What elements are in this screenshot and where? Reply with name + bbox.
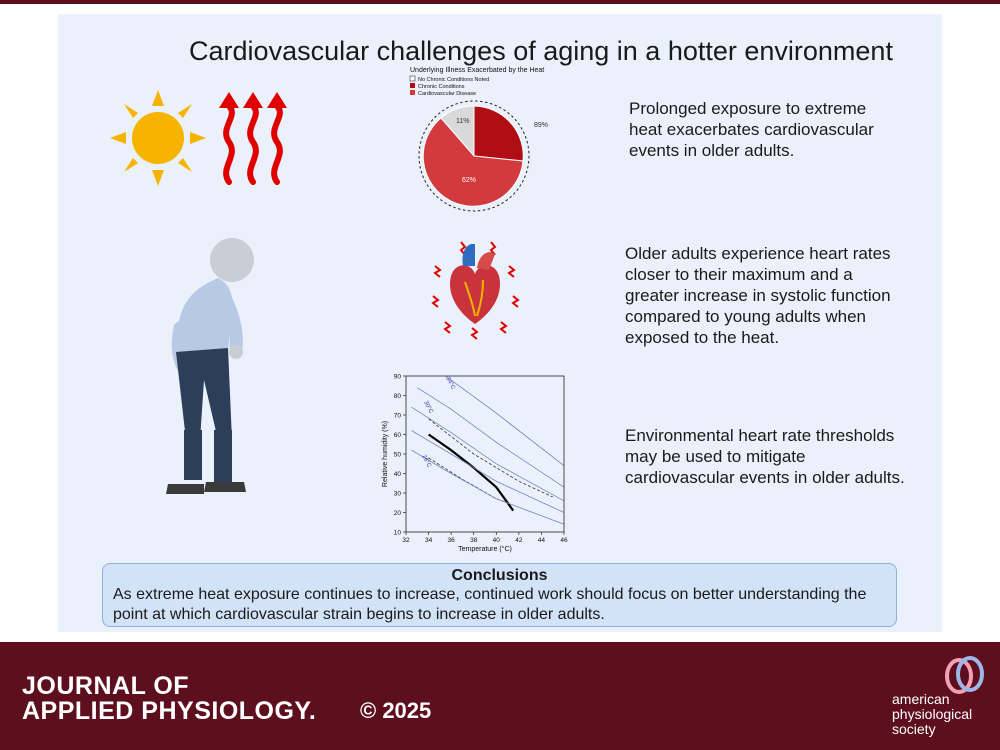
statement-heart-rate: Older adults experience heart rates clos… <box>625 244 891 347</box>
x-tick-label: 34 <box>425 537 433 544</box>
abstract-title: Cardiovascular challenges of aging in a … <box>189 36 893 66</box>
x-tick-label: 44 <box>538 537 546 544</box>
y-tick-label: 50 <box>394 451 402 458</box>
chart-series-isotherm-3 <box>411 449 565 525</box>
y-tick-label: 70 <box>394 412 402 419</box>
x-tick-label: 38 <box>470 537 478 544</box>
chart-series-isotherm-6 <box>417 387 565 488</box>
pie-slice-chronic <box>473 105 524 162</box>
isotherm-label-26: 26°C <box>420 454 432 469</box>
pie-label-chronic: 89% <box>534 122 548 129</box>
heart-rate-threshold-chart: 32 34 36 38 40 42 44 46 10 20 30 40 50 60 70 80 90 Tempe… <box>382 373 568 553</box>
conclusions-body: As extreme heat exposure continues to in… <box>113 586 867 623</box>
chart-series-isotherm-5 <box>411 406 565 502</box>
pie-label-no-chronic: 11% <box>456 118 470 125</box>
y-tick-label: 60 <box>394 432 402 439</box>
legend-label-cvd: Cardiovascular Disease <box>418 91 476 97</box>
heat-waves-icon <box>219 92 287 185</box>
legend-swatch-cvd <box>410 90 415 95</box>
society-line1: american <box>892 691 950 707</box>
copyright: © 2025 <box>360 698 432 723</box>
y-tick-label: 30 <box>394 490 402 497</box>
heart-illustration <box>431 241 520 340</box>
x-axis-label: Temperature (°C) <box>458 545 512 553</box>
footer-bar: JOURNAL OF APPLIED PHYSIOLOGY. © 2025 am… <box>0 642 1000 750</box>
journal-name-line1: JOURNAL OF <box>22 672 190 700</box>
x-tick-label: 32 <box>402 537 410 544</box>
y-tick-label: 40 <box>394 471 402 478</box>
conclusions-heading: Conclusions <box>451 567 548 584</box>
plot-frame <box>405 375 565 533</box>
pie-dashed-ring <box>418 100 530 212</box>
x-tick-label: 42 <box>515 537 523 544</box>
pie-label-cvd: 62% <box>462 177 476 184</box>
y-tick-label: 20 <box>394 510 402 517</box>
y-tick-label: 10 <box>394 529 402 536</box>
sun-icon <box>110 90 206 186</box>
y-axis-label: Relative humidity (%) <box>382 421 389 487</box>
x-tick-label: 36 <box>448 537 456 544</box>
society-name: american physiological society <box>892 692 972 737</box>
isotherm-label-34: 34°C <box>444 376 456 391</box>
older-adult-illustration <box>166 238 254 494</box>
y-tick-label: 80 <box>394 393 402 400</box>
journal-name-line2: APPLIED PHYSIOLOGY. <box>22 697 317 725</box>
legend-swatch-no-chronic <box>409 75 416 82</box>
legend-swatch-chronic <box>410 83 415 88</box>
pie-chart: Underlying Illness Exacerbated by the He… <box>409 67 548 212</box>
legend-label-no-chronic: No Chronic Conditions Noted <box>418 77 489 83</box>
conclusions-box: Conclusions As extreme heat exposure con… <box>102 563 897 627</box>
legend-label-chronic: Chronic Conditions <box>418 84 465 90</box>
x-tick-label: 40 <box>493 537 501 544</box>
pie-slice-cvd <box>422 117 524 207</box>
society-line3: society <box>892 721 936 737</box>
x-tick-label: 46 <box>560 537 568 544</box>
y-tick-label: 90 <box>394 373 402 380</box>
chart-series-isotherm-7 <box>445 375 565 467</box>
pie-title: Underlying Illness Exacerbated by the He… <box>410 67 544 74</box>
top-bar <box>0 0 1000 4</box>
statement-thresholds: Environmental heart rate thresholds may … <box>625 426 905 487</box>
aps-logo-icon <box>945 656 984 694</box>
statement-heat-exposure: Prolonged exposure to extreme heat exace… <box>629 99 874 160</box>
journal-logo: JOURNAL OF APPLIED PHYSIOLOGY. <box>22 674 316 724</box>
society-line2: physiological <box>892 706 973 722</box>
isotherm-label-30: 30°C <box>422 400 434 415</box>
chart-series-isotherm-4 <box>411 430 565 513</box>
chart-series-dashed-2 <box>428 418 553 498</box>
